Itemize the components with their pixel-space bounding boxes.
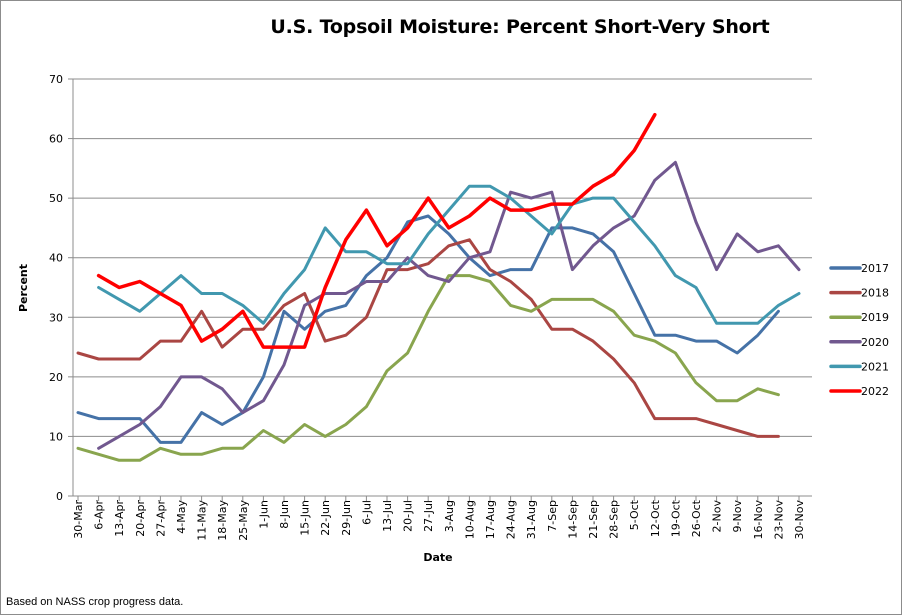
x-tick-label: 2-Nov xyxy=(711,500,724,533)
y-tick-label: 60 xyxy=(49,133,63,146)
legend-label: 2017 xyxy=(861,262,889,275)
legend-item-2022: 2022 xyxy=(829,385,889,398)
y-tick-label: 70 xyxy=(49,73,63,86)
legend-label: 2020 xyxy=(861,336,889,349)
x-tick-label: 30-Mar xyxy=(72,500,85,539)
legend-label: 2022 xyxy=(861,385,889,398)
x-tick-label: 13-Jul xyxy=(381,500,394,532)
y-tick-label: 40 xyxy=(49,252,63,265)
legend-label: 2019 xyxy=(861,311,889,324)
x-tick-label: 1-Jun xyxy=(257,500,270,529)
y-tick-label: 10 xyxy=(49,430,63,443)
x-tick-label: 5-Oct xyxy=(628,499,641,530)
x-tick-label: 19-Oct xyxy=(669,499,682,537)
x-tick-label: 28-Sep xyxy=(608,500,621,539)
legend-label: 2018 xyxy=(861,287,889,300)
x-tick-label: 9-Nov xyxy=(731,500,744,533)
series-line-2018 xyxy=(76,238,780,438)
x-tick-label: 27-Apr xyxy=(154,500,167,537)
legend-item-2018: 2018 xyxy=(829,287,889,300)
x-tick-label: 20-Jul xyxy=(402,500,415,532)
x-tick-label: 17-Aug xyxy=(484,500,497,539)
legend-label: 2021 xyxy=(861,360,889,373)
x-tick-label: 27-Jul xyxy=(422,500,435,532)
x-tick-label: 31-Aug xyxy=(525,500,538,539)
gridlines xyxy=(73,78,812,437)
x-tick-label: 6-Apr xyxy=(93,500,106,530)
series-line-2020 xyxy=(97,160,801,450)
x-tick-label: 13-Apr xyxy=(113,500,126,537)
series-line-2022 xyxy=(96,112,657,349)
y-tick-label: 50 xyxy=(49,192,63,205)
x-tick-label: 21-Sep xyxy=(587,500,600,539)
x-tick-label: 22-Jun xyxy=(319,500,332,536)
legend: 2017 2018 2019 2020 2021 2022 xyxy=(829,262,889,398)
series-line-2019 xyxy=(76,274,780,462)
x-tick-label: 26-Oct xyxy=(690,499,703,537)
y-axis-ticks: 0 10 20 30 40 50 60 70 xyxy=(49,73,73,503)
y-axis-title: Percent xyxy=(17,264,30,312)
x-tick-label: 16-Nov xyxy=(752,500,765,540)
x-tick-label: 7-Sep xyxy=(546,500,559,532)
x-axis-title: Date xyxy=(423,551,452,564)
legend-item-2017: 2017 xyxy=(829,262,889,275)
x-tick-label: 25-May xyxy=(237,500,250,541)
x-tick-label: 8-Jun xyxy=(278,500,291,529)
legend-item-2019: 2019 xyxy=(829,311,889,324)
x-tick-label: 11-May xyxy=(196,500,209,541)
x-tick-label: 15-Jun xyxy=(299,500,312,536)
x-tick-label: 12-Oct xyxy=(649,499,662,537)
x-tick-label: 29-Jun xyxy=(340,500,353,536)
series-lines xyxy=(76,112,801,462)
series-line-2021 xyxy=(97,184,801,325)
source-note: Based on NASS crop progress data. xyxy=(6,596,184,608)
axes xyxy=(72,79,812,497)
chart-title: U.S. Topsoil Moisture: Percent Short-Ver… xyxy=(270,16,770,38)
x-tick-label: 4-May xyxy=(175,500,188,534)
x-axis-ticks: 30-Mar 6-Apr 13-Apr 20-Apr 27-Apr 4-May 11-May… xyxy=(72,496,806,541)
series-line-2017 xyxy=(76,214,780,444)
x-tick-label: 18-May xyxy=(216,500,229,541)
legend-item-2021: 2021 xyxy=(829,360,889,373)
x-tick-label: 23-Nov xyxy=(772,500,785,540)
y-tick-label: 0 xyxy=(56,490,63,503)
x-tick-label: 6-Jul xyxy=(360,500,373,525)
legend-item-2020: 2020 xyxy=(829,336,889,349)
x-tick-label: 30-Nov xyxy=(793,500,806,540)
x-tick-label: 14-Sep xyxy=(566,500,579,539)
x-tick-label: 20-Apr xyxy=(134,500,147,537)
x-tick-label: 3-Aug xyxy=(443,500,456,532)
x-tick-label: 24-Aug xyxy=(505,500,518,539)
x-tick-label: 10-Aug xyxy=(463,500,476,539)
y-tick-label: 30 xyxy=(49,311,63,324)
y-tick-label: 20 xyxy=(49,371,63,384)
